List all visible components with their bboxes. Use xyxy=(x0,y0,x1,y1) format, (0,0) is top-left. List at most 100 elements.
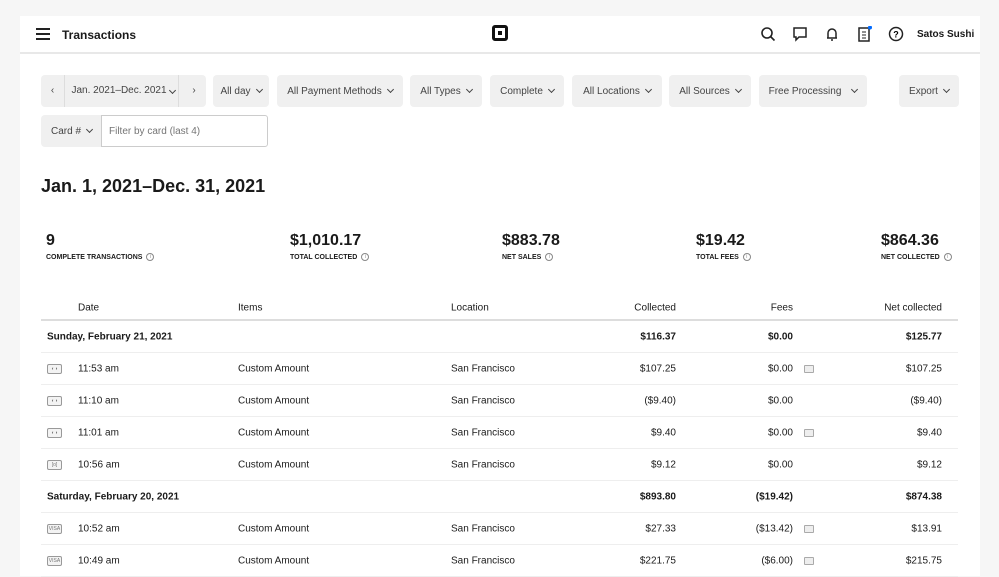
mastercard-card-icon: ◐◑ xyxy=(47,427,62,438)
column-header-net-collected: Net collected xyxy=(884,302,942,314)
sources-filter[interactable]: All Sources xyxy=(669,75,751,107)
column-header-items: Items xyxy=(238,302,263,314)
group-date: Sunday, February 21, 2021 xyxy=(47,331,173,342)
txn-time: 11:01 am xyxy=(78,427,119,438)
txn-items: Custom Amount xyxy=(238,523,310,534)
group-net: $125.77 xyxy=(905,331,942,342)
types-label: All Types xyxy=(420,85,461,97)
transactions-table: Date Items Location Collected Fees Net c… xyxy=(41,297,958,577)
fee-info-icon[interactable] xyxy=(804,524,814,533)
table-header: Date Items Location Collected Fees Net c… xyxy=(41,297,958,321)
square-logo-icon[interactable] xyxy=(492,25,508,41)
column-header-fees: Fees xyxy=(770,302,793,314)
stat-total-fees: $19.42 TOTAL FEES i xyxy=(696,232,751,261)
types-filter[interactable]: All Types xyxy=(410,75,482,107)
group-net: $874.38 xyxy=(905,491,942,502)
stat-label: NET SALES xyxy=(502,253,542,261)
chevron-down-icon xyxy=(255,85,263,94)
txn-time: 10:56 am xyxy=(78,459,120,470)
visa-card-icon: VISA xyxy=(47,555,62,566)
txn-items: Custom Amount xyxy=(238,363,310,374)
hamburger-menu-icon[interactable] xyxy=(36,28,50,40)
fee-info-icon[interactable] xyxy=(804,556,814,565)
chevron-down-icon xyxy=(85,125,94,134)
chevron-down-icon xyxy=(465,85,473,94)
search-icon[interactable] xyxy=(760,26,776,42)
payment-methods-filter[interactable]: All Payment Methods xyxy=(277,75,403,107)
locations-filter[interactable]: All Locations xyxy=(572,75,662,107)
account-name[interactable]: Satos Sushi xyxy=(917,29,975,40)
info-icon[interactable]: i xyxy=(146,253,155,261)
group-collected: $116.37 xyxy=(640,331,676,342)
date-group-row[interactable]: Sunday, February 21, 2021 $116.37 $0.00 … xyxy=(41,321,958,353)
export-label: Export xyxy=(909,85,938,97)
chevron-down-icon xyxy=(386,85,394,94)
info-icon[interactable]: i xyxy=(943,253,952,261)
card-number-dropdown[interactable]: Card # xyxy=(41,115,102,147)
txn-time: 10:52 am xyxy=(78,523,120,534)
messages-icon[interactable] xyxy=(792,26,808,42)
status-filter[interactable]: Complete xyxy=(490,75,564,107)
column-header-location: Location xyxy=(451,302,489,314)
table-row[interactable]: ◐◑ 11:53 am Custom Amount San Francisco … xyxy=(41,353,958,385)
table-row[interactable]: ◐◑ 11:10 am Custom Amount San Francisco … xyxy=(41,385,958,417)
table-row[interactable]: VISA 10:49 am Custom Amount San Francisc… xyxy=(41,545,958,577)
mastercard-refund-card-icon: ◐◑ xyxy=(47,395,62,406)
txn-fees: $0.00 xyxy=(767,363,793,374)
txn-net: ($9.40) xyxy=(910,395,942,406)
table-row[interactable]: ◐◑ 11:01 am Custom Amount San Francisco … xyxy=(41,417,958,449)
table-row[interactable]: [o] 10:56 am Custom Amount San Francisco… xyxy=(41,449,958,481)
info-icon[interactable]: i xyxy=(545,253,554,261)
processing-label: Free Processing xyxy=(768,85,842,97)
date-group-row[interactable]: Saturday, February 20, 2021 $893.80 ($19… xyxy=(41,481,958,513)
txn-fees: ($6.00) xyxy=(761,555,793,566)
help-icon[interactable]: ? xyxy=(888,26,904,42)
date-range-dropdown[interactable]: Jan. 2021–Dec. 2021 xyxy=(68,75,179,107)
chevron-down-icon xyxy=(168,86,176,95)
export-button[interactable]: Export xyxy=(899,75,959,107)
group-date: Saturday, February 20, 2021 xyxy=(47,491,180,502)
stat-value: $883.78 xyxy=(502,232,560,249)
sources-label: All Sources xyxy=(679,85,730,97)
processing-filter[interactable]: Free Processing xyxy=(759,75,867,107)
stat-label: TOTAL COLLECTED xyxy=(290,253,358,261)
info-icon[interactable]: i xyxy=(361,253,370,261)
top-bar: Transactions ? Satos Sushi xyxy=(20,16,980,54)
date-range-picker[interactable]: ‹ Jan. 2021–Dec. 2021 › xyxy=(41,75,206,107)
time-filter-label: All day xyxy=(220,85,251,97)
txn-location: San Francisco xyxy=(451,459,515,470)
fee-info-icon[interactable] xyxy=(804,364,814,373)
stat-label: COMPLETE TRANSACTIONS xyxy=(46,253,143,261)
time-filter[interactable]: All day xyxy=(213,75,269,107)
card-filter-input[interactable] xyxy=(101,115,268,147)
next-range-button[interactable]: › xyxy=(192,85,196,96)
txn-time: 11:10 am xyxy=(78,395,119,406)
txn-net: $13.91 xyxy=(911,523,942,534)
txn-net: $107.25 xyxy=(905,363,942,374)
previous-range-button[interactable]: ‹ xyxy=(41,75,65,107)
stat-net-collected: $864.36 NET COLLECTED i xyxy=(881,232,952,261)
stat-value: 9 xyxy=(46,232,55,249)
txn-net: $9.12 xyxy=(916,459,942,470)
fee-info-icon[interactable] xyxy=(804,428,814,437)
group-collected: $893.80 xyxy=(639,491,676,502)
status-label: Complete xyxy=(500,85,543,97)
txn-time: 10:49 am xyxy=(78,555,120,566)
stat-value: $864.36 xyxy=(881,232,939,249)
txn-items: Custom Amount xyxy=(238,427,310,438)
cash-card-icon: [o] xyxy=(47,459,62,470)
txn-collected: ($9.40) xyxy=(644,395,676,406)
stat-value: $1,010.17 xyxy=(290,232,362,249)
notifications-bell-icon[interactable] xyxy=(824,26,840,42)
txn-location: San Francisco xyxy=(451,555,515,566)
stat-transactions: 9 COMPLETE TRANSACTIONS i xyxy=(46,232,155,261)
stat-label: TOTAL FEES xyxy=(696,253,739,261)
info-icon[interactable]: i xyxy=(742,253,751,261)
txn-collected: $27.33 xyxy=(645,523,676,534)
column-header-date[interactable]: Date xyxy=(78,302,100,314)
visa-card-icon: VISA xyxy=(47,523,62,534)
table-row[interactable]: VISA 10:52 am Custom Amount San Francisc… xyxy=(41,513,958,545)
clipboard-icon[interactable] xyxy=(856,26,872,42)
mastercard-card-icon: ◐◑ xyxy=(47,363,62,374)
txn-fees: $0.00 xyxy=(767,459,793,470)
